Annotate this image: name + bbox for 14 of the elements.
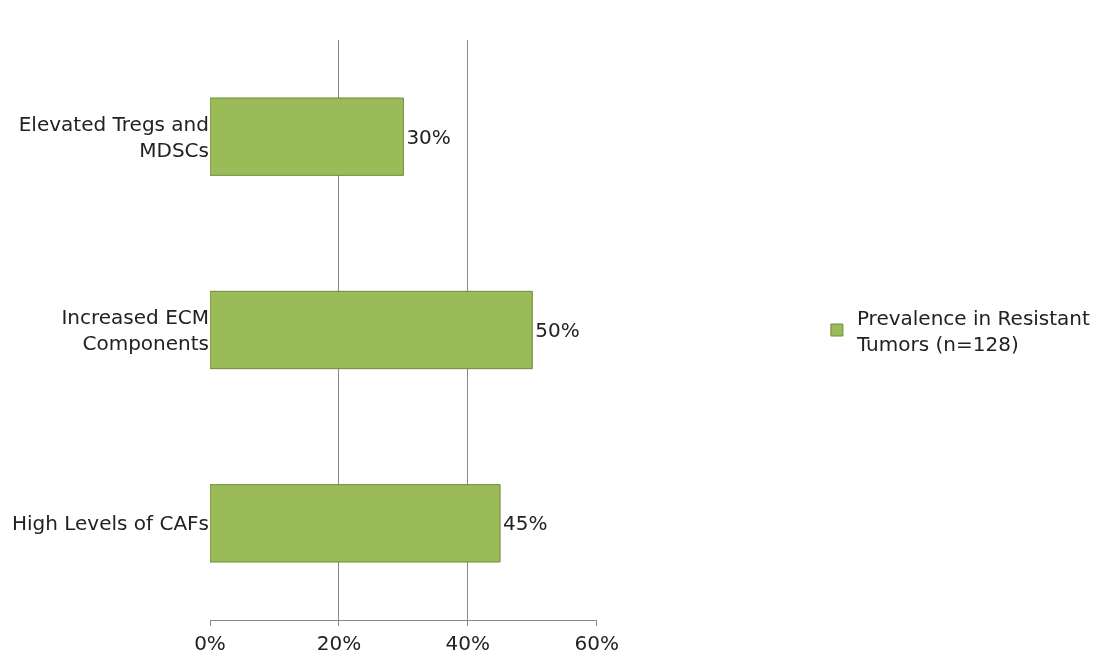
legend-label: Prevalence in Resistant Tumors (n=128) (855, 305, 1091, 356)
data-label: 30% (406, 124, 451, 149)
data-label: 50% (535, 318, 580, 342)
bar (210, 484, 501, 563)
y-tick-label: Increased ECM Components (61, 305, 209, 355)
x-tick-label: 40% (445, 631, 491, 655)
x-tick-label: 60% (574, 631, 619, 655)
y-tick-label: High Levels of CAFs (11, 511, 209, 536)
bar (210, 97, 404, 176)
x-tick-label: 0% (194, 631, 226, 655)
y-tick-label: Elevated Tregs and MDSCs (18, 111, 209, 162)
data-label: 45% (503, 511, 548, 536)
bar (210, 290, 533, 370)
x-tick-label: 20% (316, 631, 362, 655)
